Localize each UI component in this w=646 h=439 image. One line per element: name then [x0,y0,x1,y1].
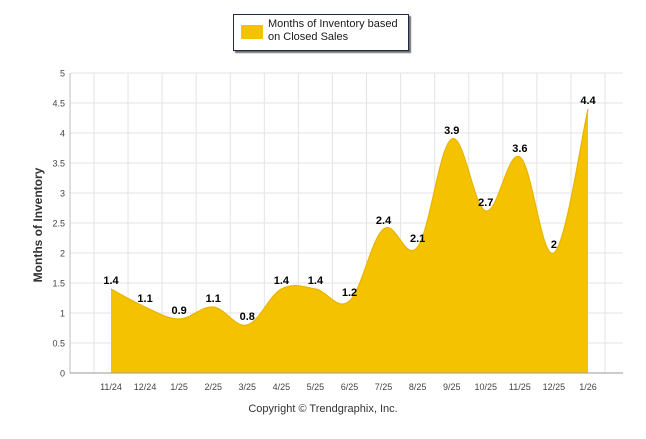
y-tick-label: 3.5 [52,159,65,169]
data-label: 1.4 [274,275,290,287]
data-label: 2.7 [478,197,493,209]
x-tick-label: 4/25 [273,382,291,392]
data-label: 1.4 [103,275,119,287]
copyright-footer: Copyright © Trendgraphix, Inc. [248,403,398,415]
axes: 0 0.5 1 1.5 2 2.5 3 3.5 4 4.5 5 11/24 12/24 1/25 2/25 3… [31,69,623,392]
x-tick-label: 6/25 [341,382,359,392]
data-label: 2 [551,239,557,251]
y-axis-title: Months of Inventory [31,167,45,282]
area-line [110,108,589,326]
x-tick-label: 5/25 [307,382,325,392]
area-fill [111,109,588,373]
y-tick-label: 3 [60,189,65,199]
x-tick-label: 11/24 [100,382,122,392]
data-label: 4.4 [580,95,596,107]
x-tick-label: 2/25 [204,382,222,392]
y-tick-label: 2 [60,249,65,259]
y-tick-label: 1.5 [52,279,65,289]
data-label: 2.1 [410,233,425,245]
data-label: 3.9 [444,125,459,137]
data-label: 2.4 [376,215,392,227]
data-label: 3.6 [512,143,527,155]
x-tick-label: 12/25 [543,382,566,392]
y-tick-label: 4.5 [52,99,65,109]
data-labels: 1.4 1.1 0.9 1.1 0.8 1.4 1.4 1.2 2.4 2.1 3.9 2.7 3.6 2… [103,95,596,323]
data-label: 1.1 [206,293,221,305]
y-tick-label: 2.5 [52,219,65,229]
data-label: 1.2 [342,287,357,299]
series-area [110,108,589,373]
x-tick-label: 1/26 [579,382,597,392]
x-tick-label: 8/25 [409,382,427,392]
y-tick-label: 0.5 [52,339,65,349]
y-tick-label: 5 [60,69,65,79]
y-tick-label: 4 [60,129,65,139]
data-label: 1.4 [308,275,324,287]
x-tick-label: 10/25 [475,382,498,392]
y-tick-label: 1 [60,309,65,319]
x-tick-label: 3/25 [239,382,257,392]
legend-swatch [241,25,263,39]
legend-label: Months of Inventory based on Closed Sale… [268,18,398,43]
data-label: 0.9 [171,305,186,317]
legend: Months of Inventory based on Closed Sale… [233,14,409,51]
y-tick-label: 0 [60,369,65,379]
x-tick-label: 7/25 [375,382,393,392]
x-tick-label: 9/25 [443,382,461,392]
x-tick-label: 12/24 [134,382,157,392]
x-tick-label: 1/25 [170,382,188,392]
data-label: 0.8 [240,311,255,323]
x-tick-label: 11/25 [509,382,531,392]
data-label: 1.1 [137,293,152,305]
